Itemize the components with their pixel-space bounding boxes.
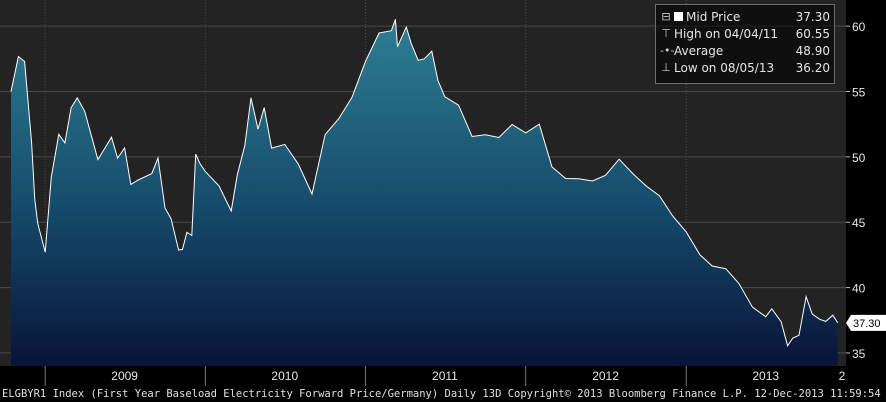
x-tick-label: 2012 [592, 369, 619, 383]
series-line-mid-price [10, 19, 839, 347]
legend: ⊟ Mid Price 37.30 ⊤ High on 04/04/11 60.… [655, 4, 835, 84]
average-marker-icon: -•- [660, 44, 675, 57]
y-tick-label: 60 [852, 20, 866, 34]
legend-label: Low on 08/05/13 [674, 61, 775, 75]
y-tick-label: 45 [852, 216, 866, 230]
legend-value: 60.55 [795, 27, 830, 41]
high-marker-icon: ⊤ [661, 27, 671, 40]
chart-footer: ELGBYR1 Index (First Year Baseload Elect… [0, 386, 886, 402]
y-axis-ticks: 35 40 45 50 55 60 [846, 20, 866, 361]
legend-label: Average [674, 44, 724, 58]
y-axis-panel [846, 0, 886, 366]
y-tick-label: 55 [852, 86, 866, 100]
legend-label: Mid Price [686, 10, 741, 24]
legend-row-low: ⊥ Low on 08/05/13 36.20 [660, 60, 830, 76]
last-value-tag: 37.30 [846, 314, 886, 331]
x-tick-label: 2011 [432, 369, 458, 383]
x-axis-panel [0, 366, 846, 386]
last-value-label: 37.30 [853, 318, 881, 330]
y-tick-label: 40 [852, 282, 866, 296]
legend-value: 36.20 [795, 61, 830, 75]
collapse-icon[interactable]: ⊟ [661, 10, 671, 23]
x-tick-label: 2013 [752, 369, 779, 383]
legend-value: 48.90 [795, 44, 830, 58]
legend-row-average: -•- Average 48.90 [660, 43, 830, 59]
legend-row-high: ⊤ High on 04/04/11 60.55 [660, 26, 830, 42]
low-marker-icon: ⊥ [661, 61, 671, 74]
last-value-box [846, 314, 886, 331]
legend-row-mid-price: ⊟ Mid Price 37.30 [660, 9, 830, 25]
y-tick-label: 50 [852, 151, 866, 165]
legend-label: High on 04/04/11 [674, 27, 779, 41]
x-tick-label: 2 [839, 369, 846, 383]
y-tick-label: 35 [852, 347, 866, 361]
x-axis-ticks: 2009 2010 2011 2012 2013 2 [44, 366, 846, 386]
x-tick-label: 2009 [111, 369, 138, 383]
square-icon [674, 12, 683, 21]
legend-value: 37.30 [795, 10, 830, 24]
series-area [10, 19, 838, 367]
x-tick-label: 2010 [271, 369, 298, 383]
